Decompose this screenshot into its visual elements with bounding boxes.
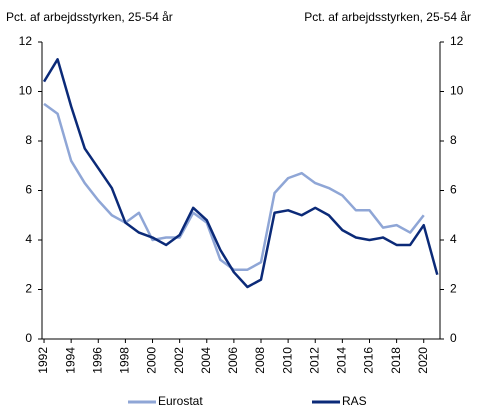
y-axis-label: Pct. af arbejdsstyrken, 25-54 år — [6, 10, 173, 24]
x-tick-label: 2008 — [253, 347, 267, 374]
y-tick-label: 4 — [25, 232, 32, 246]
x-tick-label: 1996 — [90, 347, 104, 374]
y2-tick-label: 6 — [450, 183, 457, 197]
x-tick-label: 2012 — [307, 347, 321, 374]
legend-label: RAS — [342, 394, 367, 408]
x-tick-label: 2006 — [226, 347, 240, 374]
y-tick-label: 2 — [25, 282, 32, 296]
x-tick-label: 2014 — [335, 347, 349, 374]
y-tick-label: 0 — [25, 331, 32, 345]
y2-tick-label: 8 — [450, 133, 457, 147]
y-tick-label: 12 — [19, 34, 33, 48]
y-tick-label: 6 — [25, 183, 32, 197]
x-tick-label: 2020 — [416, 347, 430, 374]
legend-label: Eurostat — [158, 394, 203, 408]
x-tick-label: 2010 — [280, 347, 294, 374]
y2-tick-label: 4 — [450, 232, 457, 246]
x-tick-label: 2004 — [199, 347, 213, 374]
series-line — [42, 58, 439, 289]
y2-tick-label: 12 — [450, 34, 464, 48]
x-tick-label: 2000 — [145, 347, 159, 374]
x-tick-label: 1994 — [63, 347, 77, 374]
series-line — [43, 102, 425, 271]
x-tick-label: 2016 — [362, 347, 376, 374]
y-tick-label: 10 — [19, 84, 33, 98]
x-tick-label: 2002 — [172, 347, 186, 374]
y2-tick-label: 2 — [450, 282, 457, 296]
x-tick-label: 1998 — [118, 347, 132, 374]
y-tick-label: 8 — [25, 133, 32, 147]
x-tick-label: 1992 — [36, 347, 50, 374]
y2-axis-label: Pct. af arbejdsstyrken, 25-54 år — [304, 10, 471, 24]
y2-tick-label: 0 — [450, 331, 457, 345]
y2-tick-label: 10 — [450, 84, 464, 98]
x-tick-label: 2018 — [389, 347, 403, 374]
